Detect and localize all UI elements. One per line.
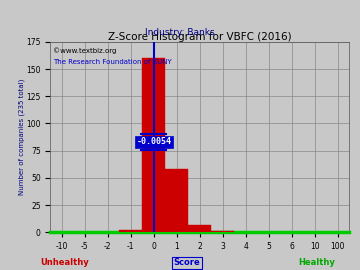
Text: -0.0054: -0.0054 bbox=[136, 137, 171, 146]
Bar bbox=[142, 58, 165, 232]
Text: ©www.textbiz.org: ©www.textbiz.org bbox=[53, 48, 117, 54]
Text: Unhealthy: Unhealthy bbox=[40, 258, 89, 267]
Text: Score: Score bbox=[174, 258, 201, 267]
Text: The Research Foundation of SUNY: The Research Foundation of SUNY bbox=[53, 59, 172, 65]
Bar bbox=[120, 230, 142, 232]
Y-axis label: Number of companies (235 total): Number of companies (235 total) bbox=[18, 79, 25, 195]
Title: Z-Score Histogram for VBFC (2016): Z-Score Histogram for VBFC (2016) bbox=[108, 32, 292, 42]
Bar bbox=[188, 225, 211, 232]
Bar bbox=[165, 169, 188, 232]
Text: Healthy: Healthy bbox=[298, 258, 335, 267]
Bar bbox=[211, 231, 234, 232]
Text: Industry: Banks: Industry: Banks bbox=[145, 28, 215, 37]
